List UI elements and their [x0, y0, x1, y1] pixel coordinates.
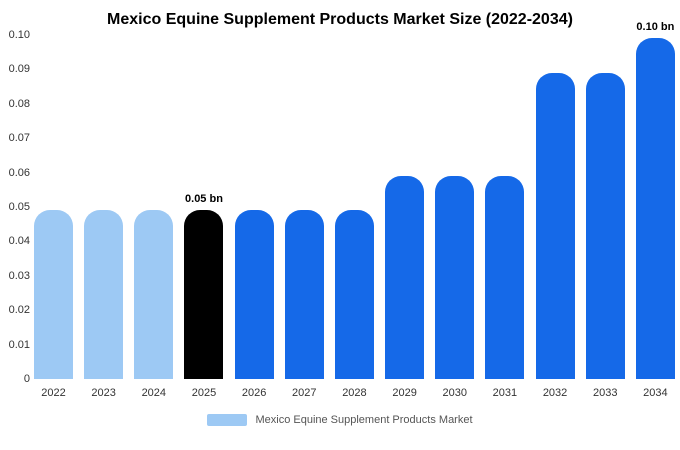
- x-axis-label: 2022: [41, 387, 66, 399]
- bar: [435, 35, 475, 379]
- plot-column: 0.05 bn 0.10 bn 2022 2023 2024 2025 2026 2027 2…: [34, 21, 675, 399]
- y-axis: 0 0.01 0.02 0.03 0.04 0.05 0.06 0.07 0.08 0.09 0.1…: [0, 29, 34, 385]
- y-tick-label: 0.08: [8, 97, 30, 110]
- bar-fill: [334, 210, 374, 379]
- y-tick-label: 0.09: [8, 63, 30, 76]
- bar-fill: [485, 176, 525, 379]
- bar: [334, 35, 374, 379]
- y-tick-label: 0.01: [8, 338, 30, 351]
- x-axis-label: 2031: [492, 387, 518, 399]
- x-axis-label: 2028: [342, 387, 367, 399]
- x-axis-label: 2033: [592, 387, 618, 399]
- bar: [84, 35, 124, 379]
- bar-fill: [385, 176, 425, 379]
- bar: [234, 35, 274, 379]
- bar-fill: [134, 210, 174, 379]
- bar: [485, 35, 525, 379]
- bar-fill: [585, 72, 625, 379]
- y-tick-label: 0.02: [8, 304, 30, 317]
- bar: [585, 35, 625, 379]
- bar: [134, 35, 174, 379]
- x-axis-label: 2030: [442, 387, 467, 399]
- bar-value-label: 0.10 bn: [636, 21, 675, 34]
- chart-title: Mexico Equine Supplement Products Market…: [107, 11, 573, 28]
- x-axis-label: 2027: [292, 387, 317, 399]
- x-axis-label: 2034: [643, 387, 668, 399]
- bar: [535, 35, 575, 379]
- plot-area: 0.05 bn 0.10 bn: [34, 21, 675, 379]
- bar: 0.10 bn: [635, 21, 675, 379]
- y-tick-label: 0.03: [8, 269, 30, 282]
- bar-fill: [635, 38, 675, 379]
- legend-item[interactable]: Mexico Equine Supplement Products Market: [0, 414, 680, 426]
- bar-fill: [435, 176, 475, 379]
- bar: [284, 35, 324, 379]
- y-tick-label: 0.10: [8, 29, 30, 41]
- bar: [34, 35, 73, 379]
- x-axis-label: 2025: [191, 387, 217, 399]
- x-axis-label: 2023: [91, 387, 116, 399]
- bar: 0.05 bn: [184, 35, 224, 379]
- x-axis: 2022 2023 2024 2025 2026 2027 2028 2029 2030 2031…: [34, 387, 675, 399]
- chart-body: 0 0.01 0.02 0.03 0.04 0.05 0.06 0.07 0.08 0.09 0.1…: [0, 21, 680, 399]
- bar-fill: [284, 210, 324, 379]
- bar-fill: [184, 210, 224, 379]
- bar-value-label: 0.05 bn: [185, 193, 223, 206]
- x-axis-label: 2032: [542, 387, 568, 399]
- bar: [385, 35, 425, 379]
- y-tick-label: 0.05: [8, 201, 30, 213]
- legend-swatch: [207, 414, 248, 426]
- x-axis-label: 2026: [241, 387, 267, 399]
- legend-label: Mexico Equine Supplement Products Market: [255, 414, 473, 426]
- y-tick-label: 0.06: [8, 166, 30, 179]
- y-tick-label: 0.07: [8, 132, 30, 145]
- bar-fill: [234, 210, 274, 379]
- x-axis-label: 2029: [392, 387, 417, 399]
- bar-fill: [34, 210, 73, 379]
- y-tick-label: 0: [23, 373, 30, 385]
- y-tick-label: 0.04: [8, 235, 30, 248]
- bar-fill: [84, 210, 124, 379]
- x-axis-label: 2024: [141, 387, 167, 399]
- bar-fill: [535, 72, 575, 379]
